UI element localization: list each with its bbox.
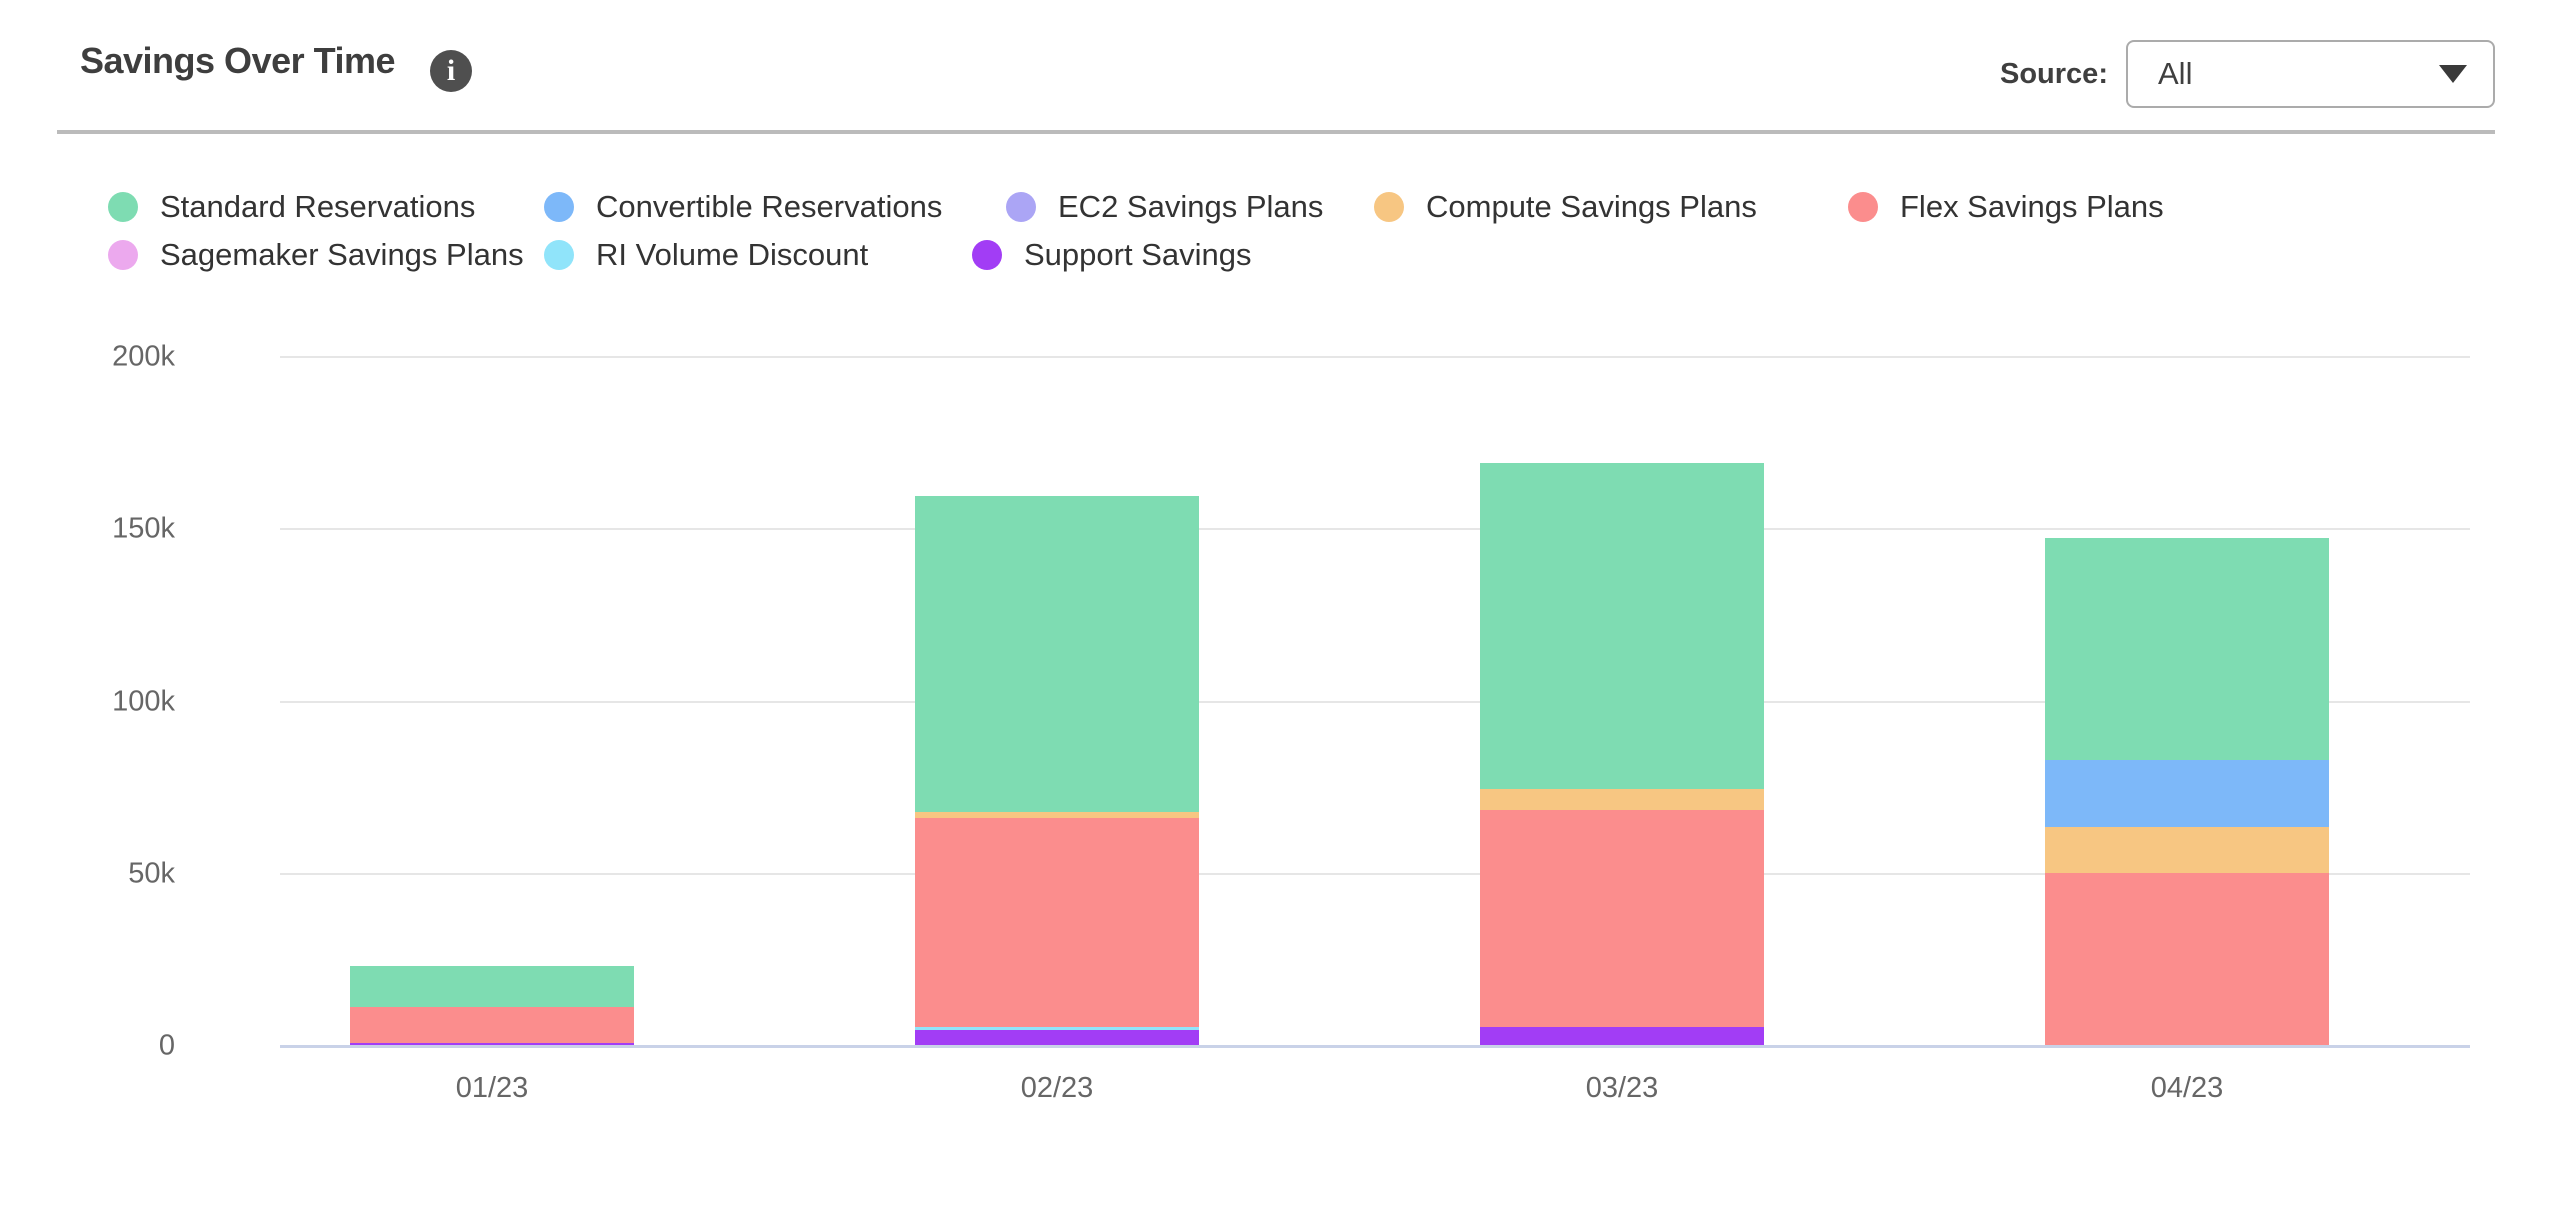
legend-item-ec2-savings-plans[interactable]: EC2 Savings Plans xyxy=(1006,188,1323,226)
bar-segment-flex-savings-plans[interactable] xyxy=(350,1007,634,1043)
legend-dot xyxy=(108,240,138,270)
legend-dot xyxy=(1006,192,1036,222)
ytick-50k: 50k xyxy=(128,857,175,890)
xtick-02-23: 02/23 xyxy=(1020,1072,1094,1104)
bar-segment-support-savings[interactable] xyxy=(1480,1027,1764,1046)
source-label: Source: xyxy=(2000,58,2108,90)
bar-segment-flex-savings-plans[interactable] xyxy=(915,818,1199,1027)
legend-item-flex-savings-plans[interactable]: Flex Savings Plans xyxy=(1848,188,2164,226)
legend-label: Sagemaker Savings Plans xyxy=(160,237,524,272)
legend-dot xyxy=(972,240,1002,270)
xtick-04-23: 04/23 xyxy=(2150,1072,2224,1104)
legend-dot xyxy=(1848,192,1878,222)
bar-segment-flex-savings-plans[interactable] xyxy=(1480,810,1764,1027)
legend-label: Compute Savings Plans xyxy=(1426,189,1757,224)
info-icon[interactable]: i xyxy=(430,50,472,92)
bar-segment-compute-savings-plans[interactable] xyxy=(1480,788,1764,811)
bar-segment-support-savings[interactable] xyxy=(915,1029,1199,1046)
bar-04-23[interactable] xyxy=(2045,537,2329,1046)
legend-dot xyxy=(544,192,574,222)
bar-segment-standard-reservations[interactable] xyxy=(350,965,634,1008)
source-dropdown[interactable]: All xyxy=(2126,40,2495,108)
bar-segment-ri-volume-discount[interactable] xyxy=(915,1026,1199,1030)
page-title: Savings Over Time xyxy=(80,40,396,81)
gridline-150k xyxy=(280,528,2470,530)
bar-segment-standard-reservations[interactable] xyxy=(1480,463,1764,789)
chevron-down-icon xyxy=(2439,65,2467,83)
legend-dot xyxy=(108,192,138,222)
bar-segment-standard-reservations[interactable] xyxy=(2045,537,2329,760)
gridline-50k xyxy=(280,873,2470,875)
bar-segment-flex-savings-plans[interactable] xyxy=(2045,873,2329,1046)
legend-dot xyxy=(544,240,574,270)
header-divider xyxy=(57,130,2495,134)
bar-segment-compute-savings-plans[interactable] xyxy=(2045,827,2329,874)
legend-label: EC2 Savings Plans xyxy=(1058,189,1324,224)
ytick-100k: 100k xyxy=(112,685,175,718)
bar-segment-compute-savings-plans[interactable] xyxy=(915,812,1199,819)
bar-03-23[interactable] xyxy=(1480,463,1764,1046)
ytick-150k: 150k xyxy=(112,512,175,545)
plot-area xyxy=(280,356,2470,1046)
ytick-200k: 200k xyxy=(112,340,175,373)
bar-02-23[interactable] xyxy=(915,496,1199,1046)
gridline-100k xyxy=(280,701,2470,703)
legend-label: RI Volume Discount xyxy=(596,237,869,272)
legend-item-convertible-reservations[interactable]: Convertible Reservations xyxy=(544,188,942,226)
legend-label: Flex Savings Plans xyxy=(1900,189,2164,224)
bar-segment-support-savings[interactable] xyxy=(350,1042,634,1046)
legend-label: Standard Reservations xyxy=(160,189,476,224)
ytick-0: 0 xyxy=(158,1029,175,1062)
xtick-01-23: 01/23 xyxy=(455,1072,529,1104)
legend-item-standard-reservations[interactable]: Standard Reservations xyxy=(108,188,475,226)
legend-item-support-savings[interactable]: Support Savings xyxy=(972,236,1251,274)
legend-label: Convertible Reservations xyxy=(596,189,943,224)
gridline-200k xyxy=(280,356,2470,358)
bar-segment-convertible-reservations[interactable] xyxy=(2045,759,2329,828)
bar-01-23[interactable] xyxy=(350,965,634,1046)
xtick-03-23: 03/23 xyxy=(1585,1072,1659,1104)
bar-segment-standard-reservations[interactable] xyxy=(915,496,1199,813)
legend-label: Support Savings xyxy=(1024,237,1252,272)
legend-dot xyxy=(1374,192,1404,222)
legend-item-sagemaker-savings-plans[interactable]: Sagemaker Savings Plans xyxy=(108,236,524,274)
legend-item-ri-volume-discount[interactable]: RI Volume Discount xyxy=(544,236,868,274)
x-axis-line xyxy=(280,1045,2470,1048)
legend-item-compute-savings-plans[interactable]: Compute Savings Plans xyxy=(1374,188,1757,226)
source-dropdown-value: All xyxy=(2158,56,2193,91)
